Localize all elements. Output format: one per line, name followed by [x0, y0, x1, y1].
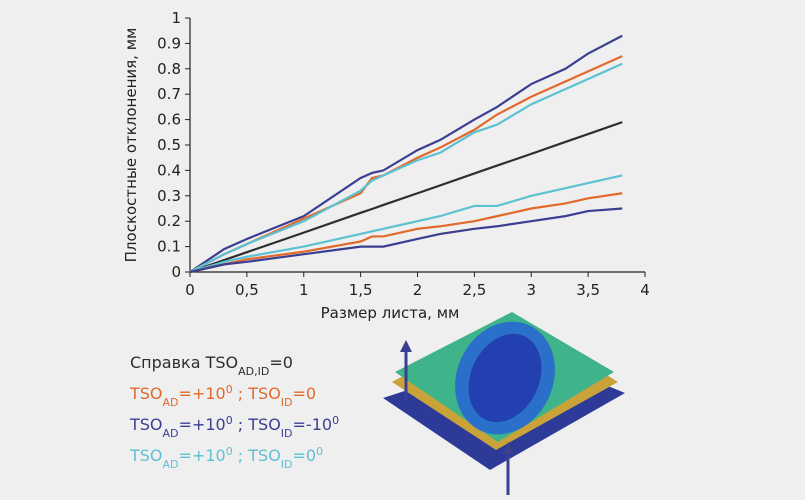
legend-text: 0 — [226, 445, 233, 458]
legend-text: =+10 — [179, 415, 226, 434]
legend-text: =0 — [293, 446, 317, 465]
y-tick-label: 0.5 — [157, 136, 181, 154]
legend-text: ID — [281, 458, 293, 471]
y-axis-label: Плоскостные отклонения, мм — [122, 28, 140, 263]
y-tick-label: 0.7 — [157, 85, 181, 103]
y-tick-label: 0.9 — [157, 34, 181, 52]
y-tick-label: 0.4 — [157, 161, 181, 179]
legend-text: ; TSO — [233, 384, 281, 403]
y-tick-label: 0.3 — [157, 187, 181, 205]
y-tick-label: 0.2 — [157, 212, 181, 230]
arrow-head — [400, 340, 412, 352]
legend-text: =0 — [293, 384, 317, 403]
series-line — [189, 192, 623, 274]
legend-text: =0 — [269, 353, 293, 372]
series-line — [189, 174, 623, 274]
legend-text: AD — [163, 427, 179, 440]
legend-text: AD — [163, 396, 179, 409]
legend-text: 0 — [226, 383, 233, 396]
series-line — [189, 207, 623, 274]
series-line — [189, 121, 623, 274]
legend-text: 0 — [226, 414, 233, 427]
legend-text: ID — [281, 396, 293, 409]
legend-text: TSO — [129, 384, 163, 403]
legend-text: ID — [281, 427, 293, 440]
x-tick-label: 1,5 — [349, 281, 373, 299]
legend-text: =+10 — [179, 446, 226, 465]
legend-entry: TSOAD=+100 ; TSOID=0 — [129, 383, 316, 409]
series-line — [189, 62, 623, 273]
series-line — [189, 34, 623, 273]
y-tick-label: 0.1 — [157, 238, 181, 256]
legend-entry: Справка TSOAD,ID=0 — [130, 353, 293, 378]
illustration — [383, 312, 625, 495]
legend-text: 0 — [332, 414, 339, 427]
y-tick-label: 0.8 — [157, 60, 181, 78]
y-tick-label: 1 — [171, 9, 181, 27]
x-tick-label: 2,5 — [462, 281, 486, 299]
legend-text: TSO — [129, 446, 163, 465]
x-tick-label: 3 — [526, 281, 536, 299]
legend-text: =-10 — [293, 415, 333, 434]
legend-text: =+10 — [179, 384, 226, 403]
legend-text: AD,ID — [238, 365, 269, 378]
x-tick-label: 2 — [413, 281, 423, 299]
surface-center — [468, 333, 542, 423]
arrow-head — [502, 442, 514, 454]
y-tick-label: 0 — [171, 263, 181, 281]
y-tick-label: 0.6 — [157, 111, 181, 129]
legend-text: ; TSO — [233, 446, 281, 465]
legend-text: 0 — [316, 445, 323, 458]
legend-entry: TSOAD=+100 ; TSOID=-100 — [129, 414, 339, 440]
x-tick-label: 0 — [185, 281, 195, 299]
legend-entry: TSOAD=+100 ; TSOID=00 — [129, 445, 323, 471]
x-tick-label: 3,5 — [576, 281, 600, 299]
x-axis-label: Размер листа, мм — [321, 304, 460, 322]
legend-text: TSO — [129, 415, 163, 434]
x-tick-label: 4 — [640, 281, 650, 299]
legend-text: AD — [163, 458, 179, 471]
legend-text: ; TSO — [233, 415, 281, 434]
legend-text: Справка TSO — [130, 353, 238, 372]
x-tick-label: 1 — [299, 281, 309, 299]
x-tick-label: 0,5 — [235, 281, 259, 299]
